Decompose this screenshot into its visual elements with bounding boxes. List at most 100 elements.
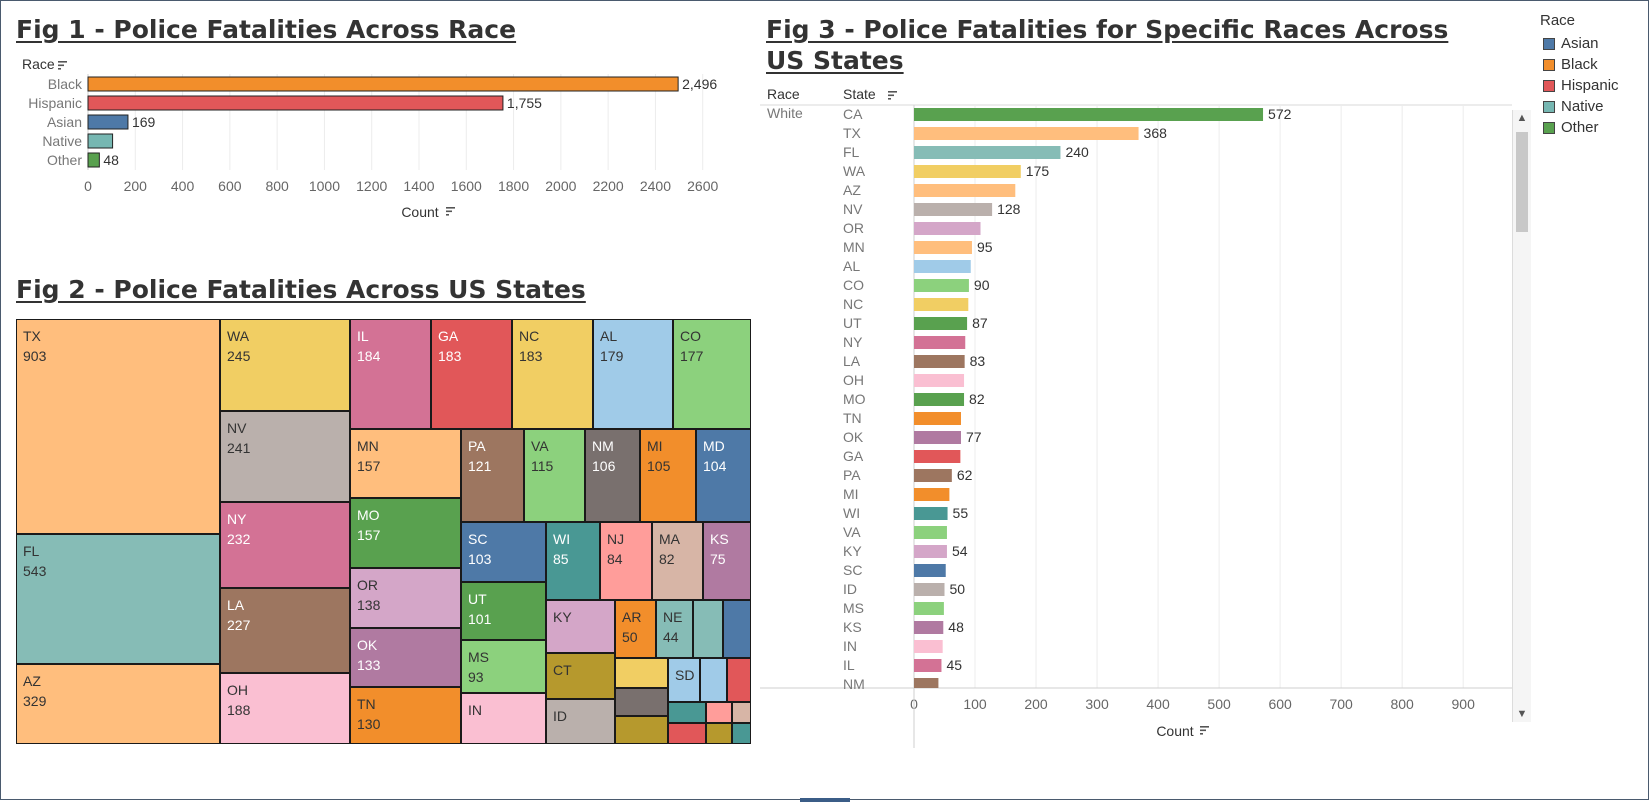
fig1-count-sort-icon[interactable] [446, 207, 455, 216]
fig3-bar[interactable] [914, 260, 971, 273]
treemap-cell[interactable] [700, 658, 727, 702]
treemap-cell[interactable] [350, 498, 461, 568]
fig3-bar[interactable] [914, 412, 961, 425]
fig3-bar[interactable] [914, 146, 1061, 159]
treemap-cell[interactable] [668, 658, 700, 702]
fig3-bar[interactable] [914, 165, 1021, 178]
treemap-cell[interactable] [220, 411, 350, 502]
legend-item[interactable]: Other [1540, 117, 1619, 138]
fig3-bar[interactable] [914, 564, 946, 577]
treemap-cell[interactable] [640, 429, 696, 522]
treemap-cell[interactable] [350, 568, 461, 628]
treemap-cell[interactable] [461, 429, 524, 522]
treemap-cell[interactable] [668, 702, 706, 723]
treemap-cell[interactable] [696, 429, 751, 522]
treemap-cell[interactable] [615, 658, 668, 688]
fig1-bar-chart[interactable]: 0 200 400 600 800 1000 1200 1400 1600 1800 2000 220… [0, 50, 760, 230]
fig3-bar[interactable] [914, 184, 1016, 197]
treemap-cell[interactable] [732, 702, 751, 723]
treemap-cell[interactable] [524, 429, 585, 522]
fig3-bar[interactable] [914, 241, 972, 254]
scroll-up-arrow[interactable]: ▲ [1516, 112, 1528, 124]
fig3-bar[interactable] [914, 222, 981, 235]
fig1-race-sort-icon[interactable] [58, 61, 67, 70]
fig3-bar[interactable] [914, 336, 966, 349]
treemap-cell[interactable] [512, 319, 593, 429]
fig3-bar-chart[interactable]: RaceState0100200300400500600700800900Whi… [760, 80, 1540, 752]
fig3-bar[interactable] [914, 127, 1139, 140]
treemap-cell[interactable] [703, 522, 751, 600]
legend-item[interactable]: Native [1540, 96, 1619, 117]
fig3-bar[interactable] [914, 659, 942, 672]
treemap-cell[interactable] [461, 693, 546, 744]
treemap-cell[interactable] [220, 502, 350, 588]
fig3-bar[interactable] [914, 488, 950, 501]
treemap-cell[interactable] [706, 702, 732, 723]
treemap-cell[interactable] [600, 522, 652, 600]
fig3-bar[interactable] [914, 526, 947, 539]
treemap-cell[interactable] [668, 723, 706, 744]
treemap-cell[interactable] [220, 588, 350, 673]
fig3-bar[interactable] [914, 469, 952, 482]
fig3-bar[interactable] [914, 507, 948, 520]
treemap-cell[interactable] [461, 522, 546, 582]
treemap-cell[interactable] [350, 429, 461, 498]
treemap-cell[interactable] [546, 653, 615, 699]
treemap-cell[interactable] [350, 319, 431, 429]
fig3-bar[interactable] [914, 355, 965, 368]
legend-item[interactable]: Asian [1540, 33, 1619, 54]
treemap-cell[interactable] [673, 319, 751, 429]
treemap-cell[interactable] [16, 319, 220, 534]
treemap-cell[interactable] [656, 600, 693, 658]
fig3-bar[interactable] [914, 583, 945, 596]
fig1-bar[interactable] [87, 76, 679, 92]
fig1-bar[interactable] [87, 133, 114, 149]
treemap-cell[interactable] [350, 628, 461, 687]
treemap-cell[interactable] [546, 600, 615, 653]
legend-item[interactable]: Black [1540, 54, 1619, 75]
fig3-bar[interactable] [914, 450, 961, 463]
treemap-cell[interactable] [546, 699, 615, 744]
treemap-cell[interactable] [350, 687, 461, 744]
treemap-cell[interactable] [732, 723, 751, 744]
treemap-cell[interactable] [615, 716, 668, 744]
fig3-bar[interactable] [914, 108, 1264, 121]
treemap-cell[interactable] [220, 319, 350, 411]
fig3-bar[interactable] [914, 621, 944, 634]
treemap-cell[interactable] [615, 600, 656, 658]
treemap-cell[interactable] [706, 723, 732, 744]
treemap-cell[interactable] [723, 600, 751, 658]
treemap-cell[interactable] [693, 600, 723, 658]
fig3-bar[interactable] [914, 640, 943, 653]
treemap-cell[interactable] [431, 319, 512, 429]
fig1-bar[interactable] [87, 152, 100, 168]
fig3-bar[interactable] [914, 317, 968, 330]
fig2-treemap[interactable]: TX 903 FL 543 AZ 329 WA 245 NV 241 NY 232 LA 227 OH 188… [16, 319, 753, 745]
treemap-cell[interactable] [461, 640, 546, 693]
fig1-bar[interactable] [87, 95, 504, 111]
fig1-bar[interactable] [87, 114, 129, 130]
fig3-bar[interactable] [914, 678, 939, 688]
scroll-down-arrow[interactable]: ▼ [1516, 708, 1528, 720]
legend-item[interactable]: Hispanic [1540, 75, 1619, 96]
treemap-cell[interactable] [16, 664, 220, 744]
fig3-bar[interactable] [914, 279, 969, 292]
scroll-thumb[interactable] [1516, 132, 1528, 232]
fig3-bar[interactable] [914, 298, 969, 311]
treemap-cell[interactable] [585, 429, 640, 522]
treemap-cell[interactable] [727, 658, 751, 702]
fig3-bar[interactable] [914, 602, 944, 615]
fig3-bar[interactable] [914, 203, 993, 216]
fig3-bar[interactable] [914, 545, 947, 558]
fig3-bar[interactable] [914, 374, 965, 387]
fig3-count-sort-icon[interactable] [1200, 726, 1209, 735]
fig3-bar[interactable] [914, 393, 965, 406]
fig3-scrollbar[interactable]: ▲ ▼ [1512, 110, 1531, 722]
treemap-cell[interactable] [652, 522, 703, 600]
treemap-cell[interactable] [615, 688, 668, 716]
treemap-cell[interactable] [593, 319, 673, 429]
treemap-cell[interactable] [546, 522, 600, 600]
treemap-cell[interactable] [16, 534, 220, 664]
fig3-state-sort-icon[interactable] [888, 91, 897, 100]
treemap-cell[interactable] [461, 582, 546, 640]
